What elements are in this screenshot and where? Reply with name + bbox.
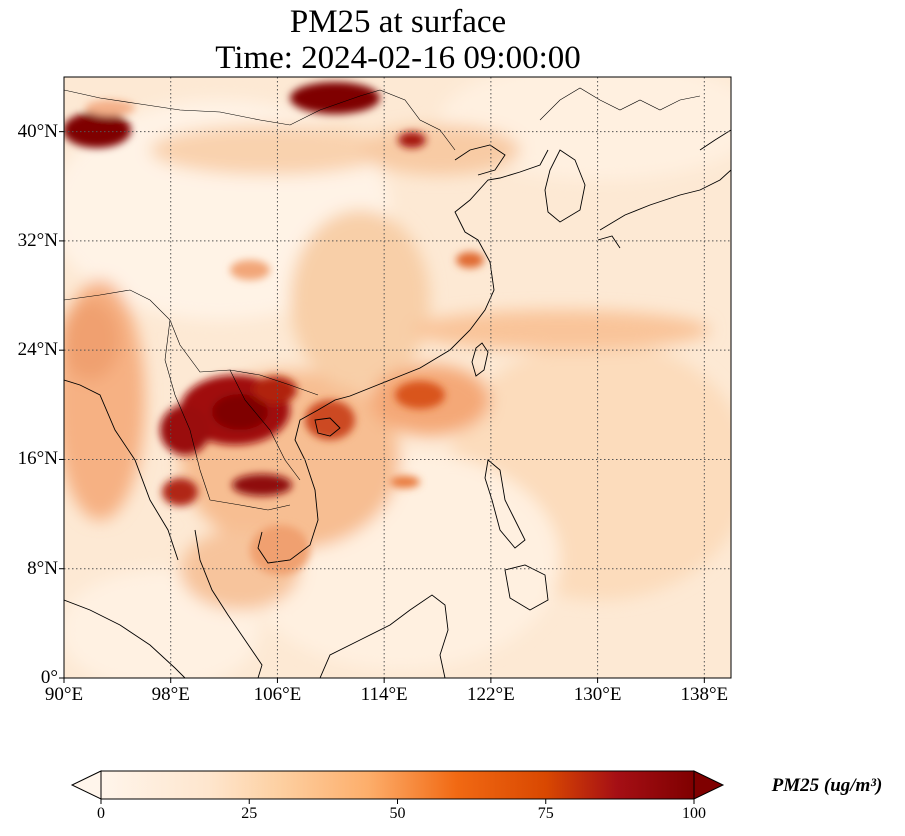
korea-coast [544,149,586,223]
philippines-luzon [484,459,526,549]
lat-tick-label: 16°N [17,448,58,470]
colorbar-tick-label: 75 [537,805,554,822]
bohai-coast [454,144,506,176]
colorbar-max-extend [693,770,725,800]
map-title-line1: PM25 at surface [289,4,507,40]
colorbar-body [101,771,694,799]
malay-coast [194,529,263,678]
lat-tick-label: 40°N [17,120,58,142]
lon-tick-label: 130°E [573,684,622,705]
colorbar-tick-label: 0 [97,805,105,822]
taiwan-coast [471,342,489,377]
lon-tick-label: 106°E [253,684,302,705]
colorbar-min-extend [70,770,102,800]
japan-coast [597,129,731,249]
lon-tick-label: 98°E [151,684,190,705]
colorbar-tick-label: 25 [241,805,258,822]
map-title-line2: Time: 2024-02-16 09:00:00 [215,40,581,76]
hainan-coast [314,417,341,437]
philippines-mindanao [504,564,549,611]
pm25-field [64,77,731,678]
lon-tick-label: 114°E [360,684,408,705]
colorbar-tick-label: 50 [389,805,406,822]
coastlines [64,87,731,678]
vietnam-coast [257,409,319,564]
lat-tick-label: 8°N [27,557,58,579]
lon-tick-label: 138°E [680,684,729,705]
borneo-coast [319,594,449,678]
map-frame [63,76,732,679]
lon-tick-label: 122°E [467,684,515,705]
inland-borders [64,289,319,511]
colorbar-label: PM25 (ug/m³) [771,775,883,796]
colorbar [70,770,725,804]
colorbar-ticks [100,799,695,804]
lat-tick-label: 0° [40,667,58,688]
myanmar-coast [64,379,179,561]
china-coastline [317,149,549,411]
northern-borders [64,87,701,151]
axis-ticks [59,131,705,683]
lon-tick-label: 90°E [44,684,84,705]
lat-tick-label: 32°N [17,229,58,251]
lat-tick-label: 24°N [17,339,58,361]
colorbar-tick-label: 100 [682,805,706,822]
sumatra-coast [64,599,186,678]
